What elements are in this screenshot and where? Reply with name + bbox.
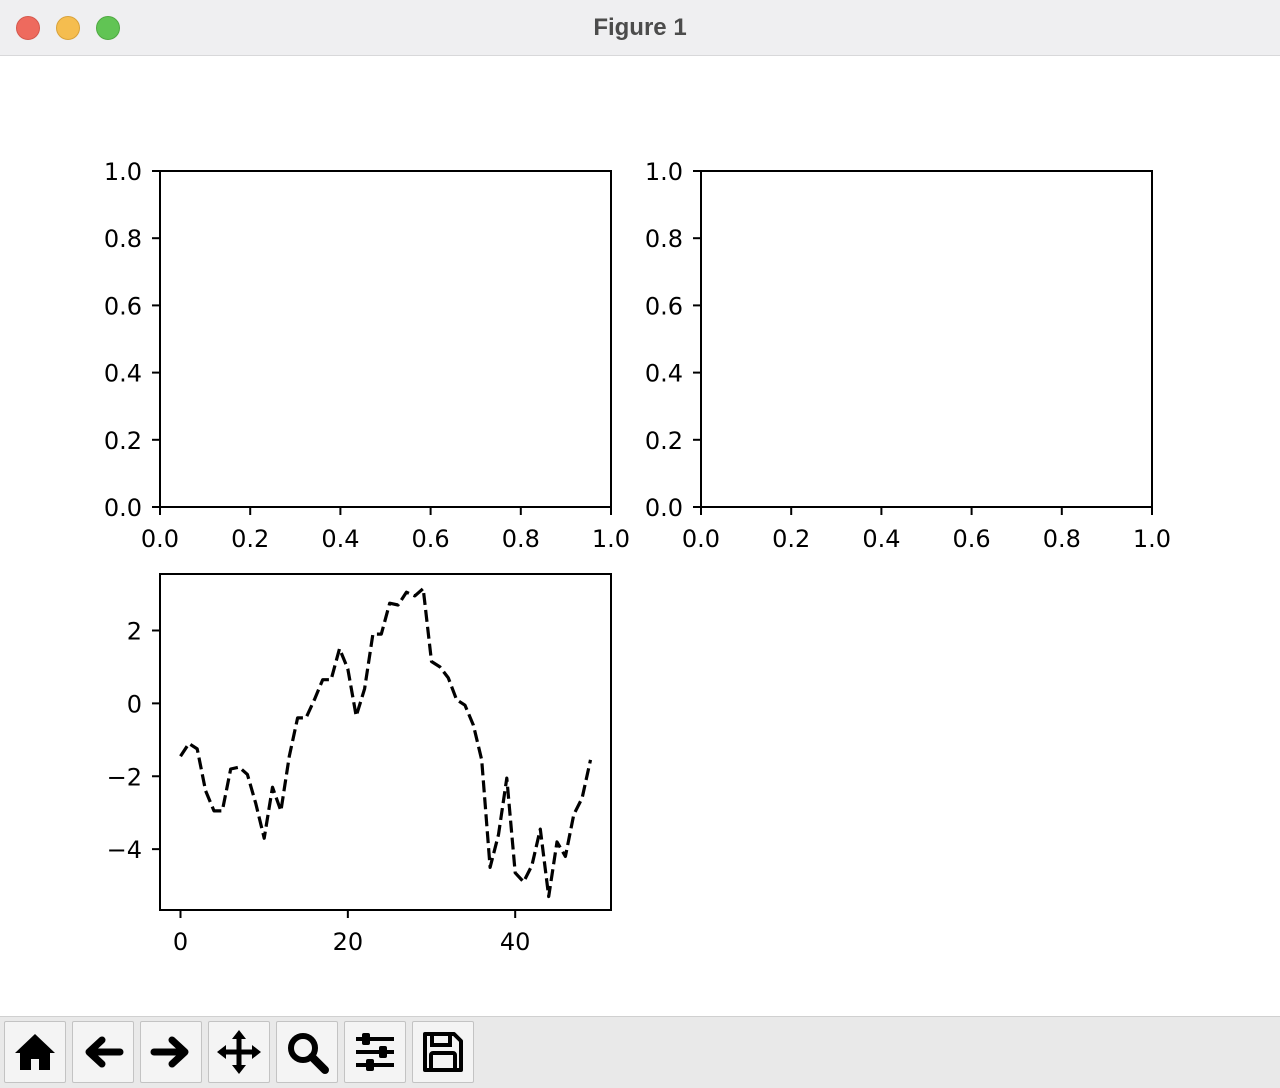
y-tick-label: −4 <box>107 836 142 864</box>
y-tick-label: 2 <box>127 617 142 645</box>
x-tick-label: 0.2 <box>231 525 269 553</box>
x-tick-label: 0.0 <box>141 525 179 553</box>
minimize-window-button[interactable] <box>56 16 80 40</box>
y-tick-label: 0.0 <box>104 494 142 522</box>
y-tick-label: 0.4 <box>645 360 683 388</box>
close-window-button[interactable] <box>16 16 40 40</box>
x-tick-label: 1.0 <box>592 525 630 553</box>
window-titlebar: Figure 1 <box>0 0 1280 56</box>
x-tick-label: 0.0 <box>682 525 720 553</box>
x-tick-label: 0.8 <box>502 525 540 553</box>
y-tick-label: 0 <box>127 690 142 718</box>
x-tick-label: 20 <box>333 928 364 956</box>
zoom-button[interactable] <box>276 1021 338 1083</box>
home-icon <box>15 1034 55 1070</box>
configure-subplots-button[interactable] <box>344 1021 406 1083</box>
y-tick-label: 0.4 <box>104 360 142 388</box>
zoom-window-button[interactable] <box>96 16 120 40</box>
y-tick-label: 0.6 <box>104 292 142 320</box>
x-tick-label: 0.8 <box>1043 525 1081 553</box>
y-tick-label: −2 <box>107 763 142 791</box>
window-title: Figure 1 <box>593 14 687 41</box>
navigation-toolbar <box>0 1016 1280 1088</box>
back-button[interactable] <box>72 1021 134 1083</box>
y-tick-label: 0.8 <box>645 225 683 253</box>
y-tick-label: 1.0 <box>104 158 142 186</box>
magnifier-icon <box>288 1033 329 1074</box>
arrow-right-icon <box>150 1036 189 1068</box>
x-tick-label: 0.2 <box>772 525 810 553</box>
x-tick-label: 40 <box>500 928 531 956</box>
x-tick-label: 0.4 <box>862 525 900 553</box>
forward-button[interactable] <box>140 1021 202 1083</box>
move-icon <box>217 1030 261 1074</box>
figure-canvas[interactable]: 0.0 0.2 0.4 0.6 0.8 1.0 0.0 0.2 0.4 0.6 0.8 1.0 0.0 0… <box>0 57 1280 1016</box>
y-tick-label: 1.0 <box>645 158 683 186</box>
pan-button[interactable] <box>208 1021 270 1083</box>
save-button[interactable] <box>412 1021 474 1083</box>
y-tick-label: 0.8 <box>104 225 142 253</box>
x-tick-label: 1.0 <box>1133 525 1171 553</box>
y-tick-label: 0.2 <box>645 427 683 455</box>
arrow-left-icon <box>85 1036 124 1068</box>
axes-frame-3 <box>159 573 612 911</box>
x-tick-label: 0 <box>173 928 188 956</box>
x-tick-label: 0.6 <box>953 525 991 553</box>
axes-frame-1 <box>159 170 612 508</box>
y-tick-label: 0.6 <box>645 292 683 320</box>
axes-frame-2 <box>700 170 1153 508</box>
series-line-3-1 <box>179 586 593 899</box>
sliders-icon <box>356 1033 394 1071</box>
x-tick-label: 0.4 <box>321 525 359 553</box>
home-button[interactable] <box>4 1021 66 1083</box>
floppy-disk-icon <box>423 1032 463 1072</box>
y-tick-label: 0.2 <box>104 427 142 455</box>
x-tick-label: 0.6 <box>412 525 450 553</box>
figure-plot-area: 0.0 0.2 0.4 0.6 0.8 1.0 0.0 0.2 0.4 0.6 0.8 1.0 0.0 0… <box>104 158 1171 956</box>
y-tick-label: 0.0 <box>645 494 683 522</box>
